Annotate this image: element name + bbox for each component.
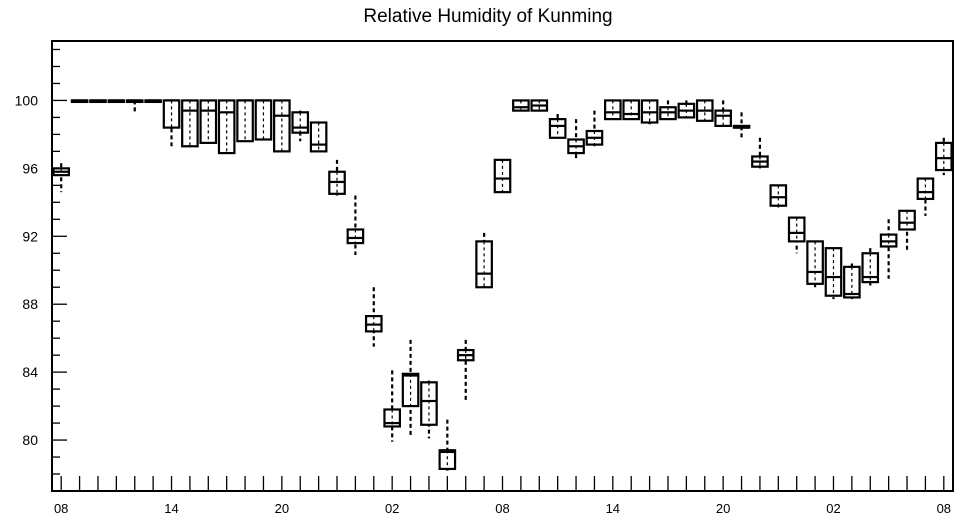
x-tick-label: 08 — [495, 501, 509, 516]
box-6 — [162, 99, 181, 147]
box-32 — [640, 99, 659, 125]
box-13 — [291, 110, 310, 142]
box-37 — [732, 112, 751, 138]
box-1 — [70, 99, 89, 104]
box-11 — [254, 99, 273, 141]
y-axis: 80 84 88 92 96 100 — [15, 48, 67, 492]
box-20 — [420, 380, 438, 439]
box-48 — [934, 137, 953, 176]
x-axis: 08 14 20 02 08 14 20 02 08 — [54, 476, 951, 516]
x-tick-label: 14 — [164, 501, 178, 516]
box-29 — [585, 110, 604, 147]
box-21 — [438, 419, 457, 471]
box-14 — [309, 121, 328, 153]
box-42 — [824, 247, 843, 300]
chart-title: Relative Humidity of Kunming — [363, 6, 612, 27]
y-tick-label: 88 — [22, 296, 38, 312]
box-46 — [898, 209, 916, 250]
y-tick-label: 84 — [22, 364, 38, 380]
box-40 — [787, 216, 806, 254]
box-33 — [659, 100, 677, 121]
box-12 — [273, 99, 291, 153]
x-tick-label: 14 — [606, 501, 620, 516]
x-tick-label: 08 — [54, 501, 68, 516]
y-tick-label: 96 — [22, 160, 38, 176]
box-9 — [217, 99, 236, 155]
box-3 — [107, 99, 126, 104]
box-38 — [751, 137, 769, 169]
x-tick-label: 02 — [385, 501, 399, 516]
box-43 — [843, 263, 861, 300]
box-47 — [916, 177, 935, 216]
box-15 — [328, 159, 346, 196]
box-23 — [475, 232, 493, 289]
box-25 — [512, 99, 530, 112]
box-30 — [604, 99, 622, 121]
box-7 — [181, 99, 199, 148]
box-27 — [548, 114, 567, 139]
y-tick-label: 92 — [22, 228, 38, 244]
y-tick-label: 80 — [22, 432, 38, 448]
box-45 — [879, 219, 898, 279]
x-tick-label: 20 — [716, 501, 730, 516]
box-8 — [199, 99, 218, 144]
box-10 — [236, 99, 254, 143]
box-body — [291, 111, 310, 134]
x-tick-label: 02 — [826, 501, 840, 516]
y-tick-label: 100 — [15, 92, 39, 108]
box-41 — [806, 240, 824, 288]
box-body — [769, 184, 788, 207]
box-0 — [52, 163, 71, 193]
box-16 — [346, 195, 365, 255]
box-39 — [769, 184, 788, 208]
box-2 — [89, 99, 107, 104]
box-4 — [125, 99, 144, 113]
box-18 — [383, 370, 401, 442]
box-17 — [364, 287, 383, 347]
box-31 — [622, 99, 641, 121]
box-35 — [695, 99, 714, 122]
box-24 — [493, 158, 512, 194]
box-34 — [677, 100, 696, 120]
box-body — [916, 177, 935, 201]
box-26 — [530, 99, 549, 112]
box-36 — [714, 100, 732, 128]
box-body — [493, 158, 512, 194]
x-tick-label: 08 — [937, 501, 951, 516]
box-series — [52, 99, 953, 471]
box-28 — [567, 119, 585, 160]
box-44 — [861, 248, 880, 286]
x-tick-label: 20 — [275, 501, 289, 516]
box-5 — [144, 99, 162, 104]
box-body — [401, 372, 420, 408]
box-22 — [456, 339, 475, 401]
box-19 — [401, 339, 420, 435]
